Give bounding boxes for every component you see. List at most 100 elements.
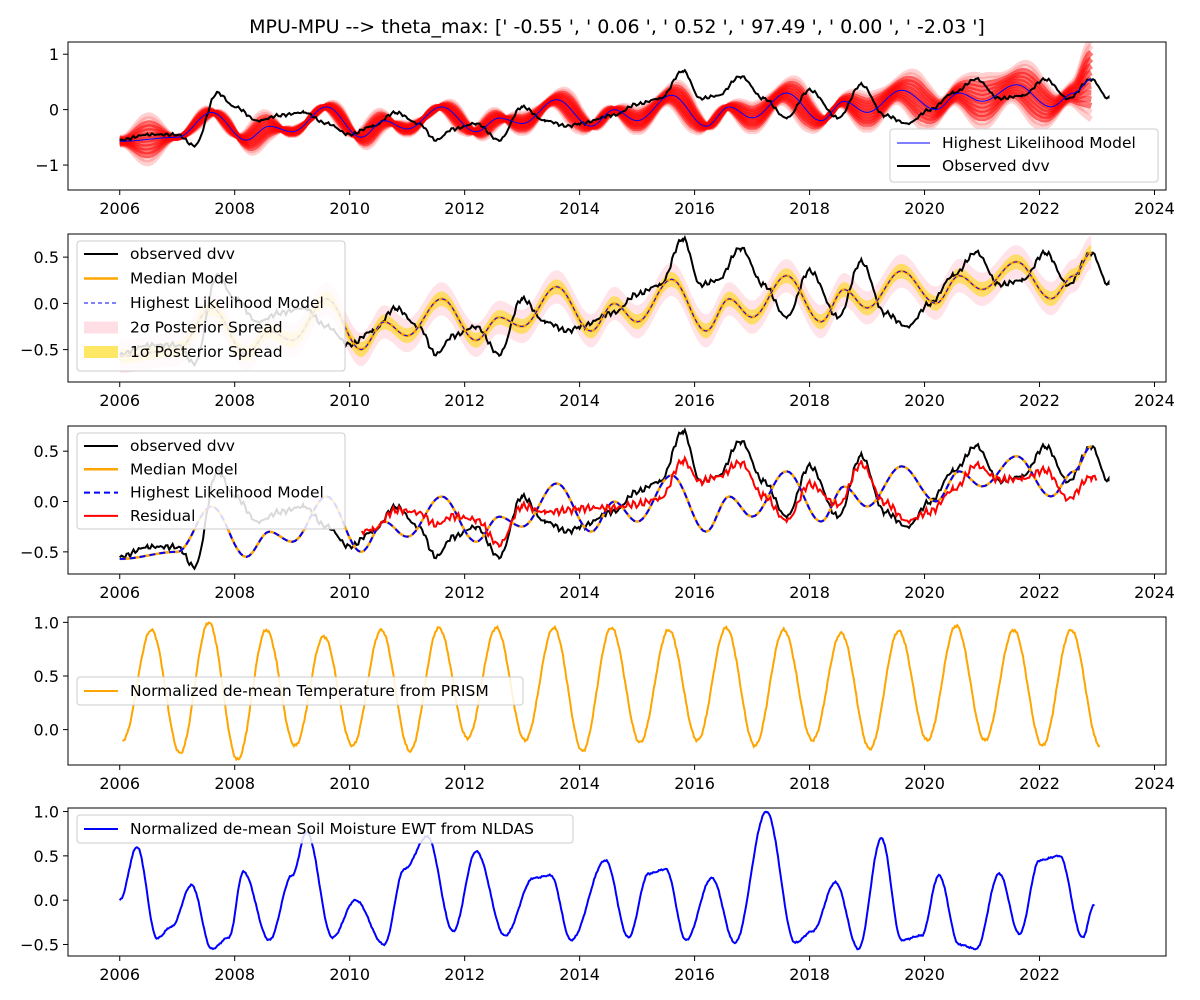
x-tick-label: 2010 bbox=[329, 965, 370, 984]
legend-2: observed dvv Median Model Highest Likeliho… bbox=[76, 240, 346, 372]
legend-entry: Highest Likelihood Model bbox=[130, 484, 324, 502]
y-tick-label: 0.5 bbox=[34, 667, 59, 686]
x-tick-label: 2022 bbox=[1019, 199, 1060, 218]
legend-1: Highest Likelihood Model Observed dvv bbox=[889, 128, 1159, 183]
x-tick-label: 2020 bbox=[904, 965, 945, 984]
x-tick-label: 2022 bbox=[1019, 583, 1060, 602]
x-tick-label: 2010 bbox=[329, 583, 370, 602]
legend-5: Normalized de-mean Soil Moisture EWT fro… bbox=[76, 814, 574, 844]
legend-box bbox=[76, 432, 346, 530]
x-tick-label: 2016 bbox=[674, 199, 715, 218]
legend-3: observed dvv Median Model Highest Likeliho… bbox=[76, 432, 346, 530]
x-tick-label: 2018 bbox=[789, 774, 830, 793]
x-tick-label: 2020 bbox=[904, 583, 945, 602]
x-tick-label: 2024 bbox=[1134, 774, 1175, 793]
x-tick-label: 2010 bbox=[329, 774, 370, 793]
x-tick-label: 2014 bbox=[559, 583, 600, 602]
x-tick-label: 2010 bbox=[329, 391, 370, 410]
y-tick-label: 1.0 bbox=[34, 803, 59, 822]
legend-entry: 2σ Posterior Spread bbox=[130, 319, 283, 337]
x-tick-label: 2012 bbox=[444, 391, 485, 410]
x-tick-label: 2014 bbox=[559, 965, 600, 984]
x-tick-label: 2006 bbox=[99, 391, 140, 410]
x-tick-label: 2018 bbox=[789, 965, 830, 984]
x-tick-label: 2016 bbox=[674, 583, 715, 602]
y-tick-label: 0.5 bbox=[34, 248, 59, 267]
panels: 2006 2008 2010 2012 2014 2016 2018 2020 2022 2024… bbox=[20, 41, 1175, 984]
y-tick-label: −0.5 bbox=[20, 935, 59, 954]
x-tick-label: 2024 bbox=[1134, 199, 1175, 218]
legend-box bbox=[76, 814, 574, 844]
series-highest-likelihood bbox=[119, 78, 1092, 142]
legend-entry: Normalized de-mean Soil Moisture EWT fro… bbox=[130, 820, 534, 838]
y-tick-label: 0.5 bbox=[34, 442, 59, 461]
x-tick-label: 2018 bbox=[789, 391, 830, 410]
y-tick-label: −0.5 bbox=[20, 341, 59, 360]
x-tick-label: 2022 bbox=[1019, 965, 1060, 984]
y-tick-label: 0.5 bbox=[34, 847, 59, 866]
figure-title: MPU-MPU --> theta_max: [' -0.55 ', ' 0.0… bbox=[249, 16, 985, 38]
axes-2: 2006 2008 2010 2012 2014 2016 2018 2020 2022 2024… bbox=[20, 248, 1175, 410]
x-tick-label: 2016 bbox=[674, 391, 715, 410]
axes-frame-1 bbox=[67, 41, 1167, 191]
y-tick-label: −0.5 bbox=[20, 543, 59, 562]
x-tick-label: 2014 bbox=[559, 199, 600, 218]
x-tick-label: 2016 bbox=[674, 774, 715, 793]
x-tick-label: 2022 bbox=[1019, 774, 1060, 793]
axes-1: 2006 2008 2010 2012 2014 2016 2018 2020 2022 2024… bbox=[35, 45, 1174, 218]
x-tick-label: 2006 bbox=[99, 199, 140, 218]
x-tick-label: 2006 bbox=[99, 774, 140, 793]
axes-4: 2006 2008 2010 2012 2014 2016 2018 2020 2022 2024… bbox=[34, 613, 1175, 793]
series-residual bbox=[360, 454, 1098, 549]
x-tick-label: 2022 bbox=[1019, 391, 1060, 410]
y-tick-label: 0.0 bbox=[34, 891, 59, 910]
x-tick-label: 2008 bbox=[214, 583, 255, 602]
x-tick-label: 2008 bbox=[214, 199, 255, 218]
series-soil-moisture bbox=[118, 810, 1096, 951]
y-tick-label: 1.0 bbox=[34, 613, 59, 632]
legend-entry: Median Model bbox=[130, 460, 238, 478]
x-tick-label: 2016 bbox=[674, 965, 715, 984]
x-tick-label: 2020 bbox=[904, 774, 945, 793]
axes-frame-3 bbox=[67, 425, 1167, 575]
legend-entry: Observed dvv bbox=[942, 157, 1050, 175]
x-tick-label: 2018 bbox=[789, 583, 830, 602]
legend-box bbox=[76, 676, 524, 706]
x-tick-label: 2012 bbox=[444, 199, 485, 218]
x-tick-label: 2008 bbox=[214, 965, 255, 984]
y-tick-label: 0.0 bbox=[34, 493, 59, 512]
x-tick-label: 2008 bbox=[214, 391, 255, 410]
x-tick-label: 2012 bbox=[444, 774, 485, 793]
legend-swatch bbox=[84, 346, 118, 358]
y-tick-label: 1 bbox=[49, 45, 59, 64]
legend-entry: 1σ Posterior Spread bbox=[130, 343, 283, 361]
axes-frame-5 bbox=[67, 807, 1167, 957]
x-tick-label: 2024 bbox=[1134, 583, 1175, 602]
legend-entry: Normalized de-mean Temperature from PRIS… bbox=[130, 682, 489, 700]
x-tick-label: 2006 bbox=[99, 583, 140, 602]
y-tick-label: 0.0 bbox=[34, 721, 59, 740]
x-tick-label: 2014 bbox=[559, 774, 600, 793]
series-observed-dvv bbox=[119, 68, 1110, 148]
y-tick-label: 0 bbox=[49, 101, 59, 120]
legend-box bbox=[889, 128, 1159, 183]
legend-entry: Highest Likelihood Model bbox=[942, 134, 1136, 152]
x-tick-label: 2020 bbox=[904, 391, 945, 410]
legend-entry: Residual bbox=[130, 507, 195, 525]
legend-entry: Highest Likelihood Model bbox=[130, 294, 324, 312]
axes-frame-2 bbox=[67, 233, 1167, 383]
x-tick-label: 2012 bbox=[444, 965, 485, 984]
legend-box bbox=[76, 240, 346, 372]
axes-5: 2006 2008 2010 2012 2014 2016 2018 2020 2022 −0.5… bbox=[20, 803, 1060, 984]
legend-swatch bbox=[84, 321, 118, 334]
legend-entry: observed dvv bbox=[130, 437, 235, 455]
axes-3: 2006 2008 2010 2012 2014 2016 2018 2020 2022 2024… bbox=[20, 442, 1175, 602]
x-tick-label: 2010 bbox=[329, 199, 370, 218]
x-tick-label: 2018 bbox=[789, 199, 830, 218]
y-tick-label: 0.0 bbox=[34, 294, 59, 313]
x-tick-label: 2014 bbox=[559, 391, 600, 410]
y-tick-label: −1 bbox=[35, 156, 59, 175]
x-tick-label: 2012 bbox=[444, 583, 485, 602]
series-temperature bbox=[121, 621, 1101, 762]
